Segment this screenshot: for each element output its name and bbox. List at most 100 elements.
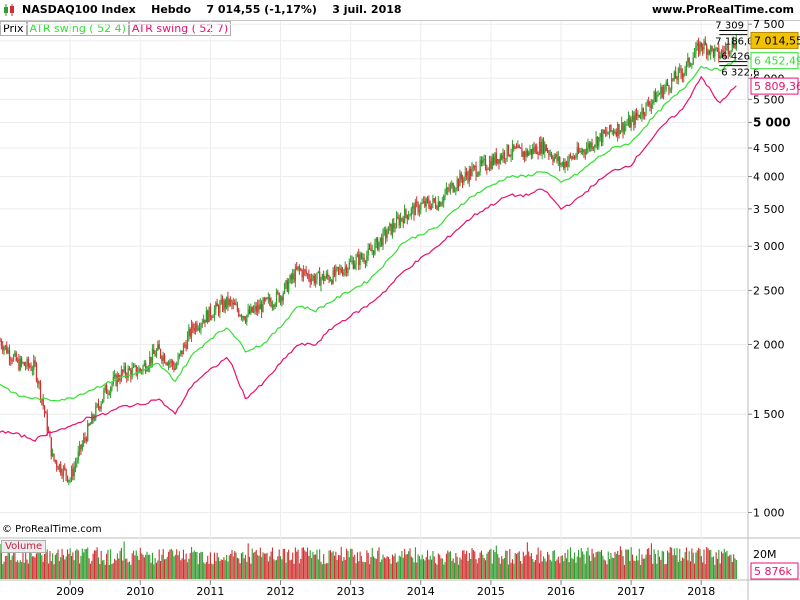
volume-tick-label: 20M [753,548,777,561]
volume-bar [166,556,168,579]
price-candle [155,350,158,357]
price-candle [712,48,715,57]
price-candle [448,189,450,191]
volume-bar [720,551,723,579]
x-tick-label: 2010 [126,585,154,598]
price-candle [591,142,593,150]
price-candle [27,358,30,366]
price-candle [25,365,27,367]
volume-bar [319,549,321,579]
volume-bar [464,554,466,579]
volume-bar [297,549,299,579]
price-candle [378,241,380,250]
volume-bar [734,558,736,579]
volume-bar [161,554,163,579]
volume-bar [687,560,689,579]
price-candle [261,304,263,313]
price-candle [118,375,120,381]
price-candle [391,223,394,235]
volume-bar [463,550,465,579]
price-candle [0,340,1,342]
price-candle [309,278,311,283]
legend: Prix ATR swing ( 52 4) ATR swing ( 52 7) [0,21,232,36]
volume-bar [668,552,670,579]
price-candle [431,203,433,210]
price-candle [269,297,271,302]
price-candle [634,112,636,126]
price-candle [637,114,639,117]
price-candle [362,258,364,260]
price-candle [636,112,638,117]
volume-bar [118,558,120,579]
volume-bar [266,552,268,579]
price-candle [727,45,729,54]
volume-bar [631,554,634,579]
volume-bar [253,552,255,579]
price-candle [266,297,268,299]
volume-bar [104,564,106,579]
price-candle [412,205,414,209]
volume-bar [614,551,616,579]
volume-bar [569,547,572,579]
price-candle [679,68,681,70]
site-link[interactable]: www.ProRealTime.com [651,3,794,16]
volume-bar [292,552,294,579]
volume-bar [553,550,555,579]
price-candle [400,217,402,226]
volume-bar [385,558,387,579]
volume-bar [201,552,203,579]
volume-bar [143,557,145,579]
price-candle [409,214,411,217]
volume-bar [502,559,504,579]
volume-bar [56,553,58,579]
volume-bar [367,552,369,579]
price-candle [584,152,586,154]
legend-atr2[interactable]: ATR swing ( 52 7) [128,21,232,36]
price-candle [4,345,7,348]
volume-bar [197,564,199,579]
price-candle [425,198,427,207]
volume-bar [692,552,694,579]
volume-bar [545,561,547,579]
legend-atr1[interactable]: ATR swing ( 52 4) [26,21,129,36]
volume-bar [414,547,416,579]
price-candle [444,193,446,196]
price-candle [379,237,381,242]
price-candle [92,414,94,420]
chart-title: NASDAQ100 Index Hebdo 7 014,55 (-1,17%) … [22,3,402,16]
volume-bar [448,552,450,579]
price-candle [173,365,175,370]
price-candle [494,153,496,164]
legend-price[interactable]: Prix [0,21,27,36]
price-candle [702,47,704,50]
price-candle [538,141,541,155]
price-candle [726,45,728,48]
volume-bar [248,556,251,579]
volume-bar [35,553,38,579]
price-candle [668,85,670,90]
volume-bar [324,564,326,579]
price-candle [91,414,93,424]
price-candle [216,303,218,307]
last-price-label-box [750,31,799,49]
price-candle [170,360,172,363]
price-candle [192,324,194,329]
volume-bar [586,551,588,579]
volume-bar [193,550,195,579]
price-candle [455,188,457,191]
volume-bar [532,559,534,579]
volume-bar [699,548,701,579]
volume-bar [255,550,257,579]
price-candle [385,230,387,239]
price-candle [108,393,110,395]
price-candle [718,48,720,59]
volume-bar [617,550,619,579]
volume-bar [547,551,549,579]
price-candle [317,271,319,273]
price-candle [493,157,495,164]
volume-bar [555,561,557,579]
volume-bar [658,556,661,579]
volume-bar [722,553,724,579]
price-candle [103,390,105,400]
